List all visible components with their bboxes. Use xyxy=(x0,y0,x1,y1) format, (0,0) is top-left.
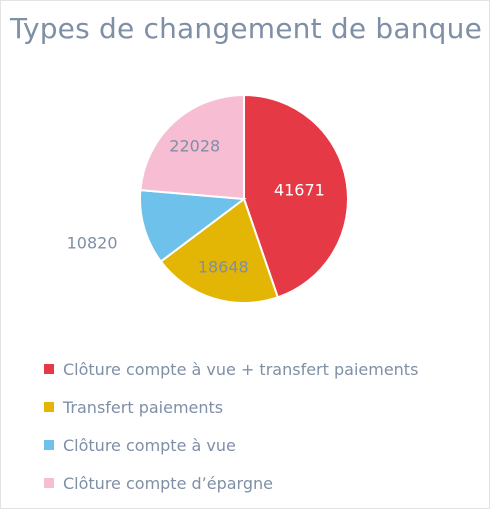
legend-item-3: Clôture compte à vue xyxy=(44,426,418,464)
legend-label-4: Clôture compte d’épargne xyxy=(63,473,273,493)
data-label-1: 41671 xyxy=(274,181,325,200)
legend-swatch-3 xyxy=(44,440,54,450)
data-label-4: 22028 xyxy=(169,136,220,155)
legend-label-1: Clôture compte à vue + transfert paiemen… xyxy=(63,359,419,379)
legend-item-4: Clôture compte d’épargne xyxy=(44,464,418,502)
chart-title: Types de changement de banque xyxy=(10,12,482,45)
legend-item-1: Clôture compte à vue + transfert paiemen… xyxy=(44,350,418,388)
pie-slice-4 xyxy=(139,93,245,201)
legend-swatch-1 xyxy=(44,364,54,374)
legend: Clôture compte à vue + transfert paiemen… xyxy=(44,350,418,502)
legend-swatch-2 xyxy=(44,402,54,412)
pie-slice-2 xyxy=(159,197,280,304)
legend-label-3: Clôture compte à vue xyxy=(63,435,236,455)
data-label-3: 10820 xyxy=(67,234,118,253)
legend-item-2: Transfert paiements xyxy=(44,388,418,426)
data-label-2: 18648 xyxy=(198,258,249,277)
legend-swatch-4 xyxy=(44,478,54,488)
pie-slice-1 xyxy=(243,93,349,299)
pie-slice-3 xyxy=(139,189,247,263)
legend-label-2: Transfert paiements xyxy=(63,397,224,417)
